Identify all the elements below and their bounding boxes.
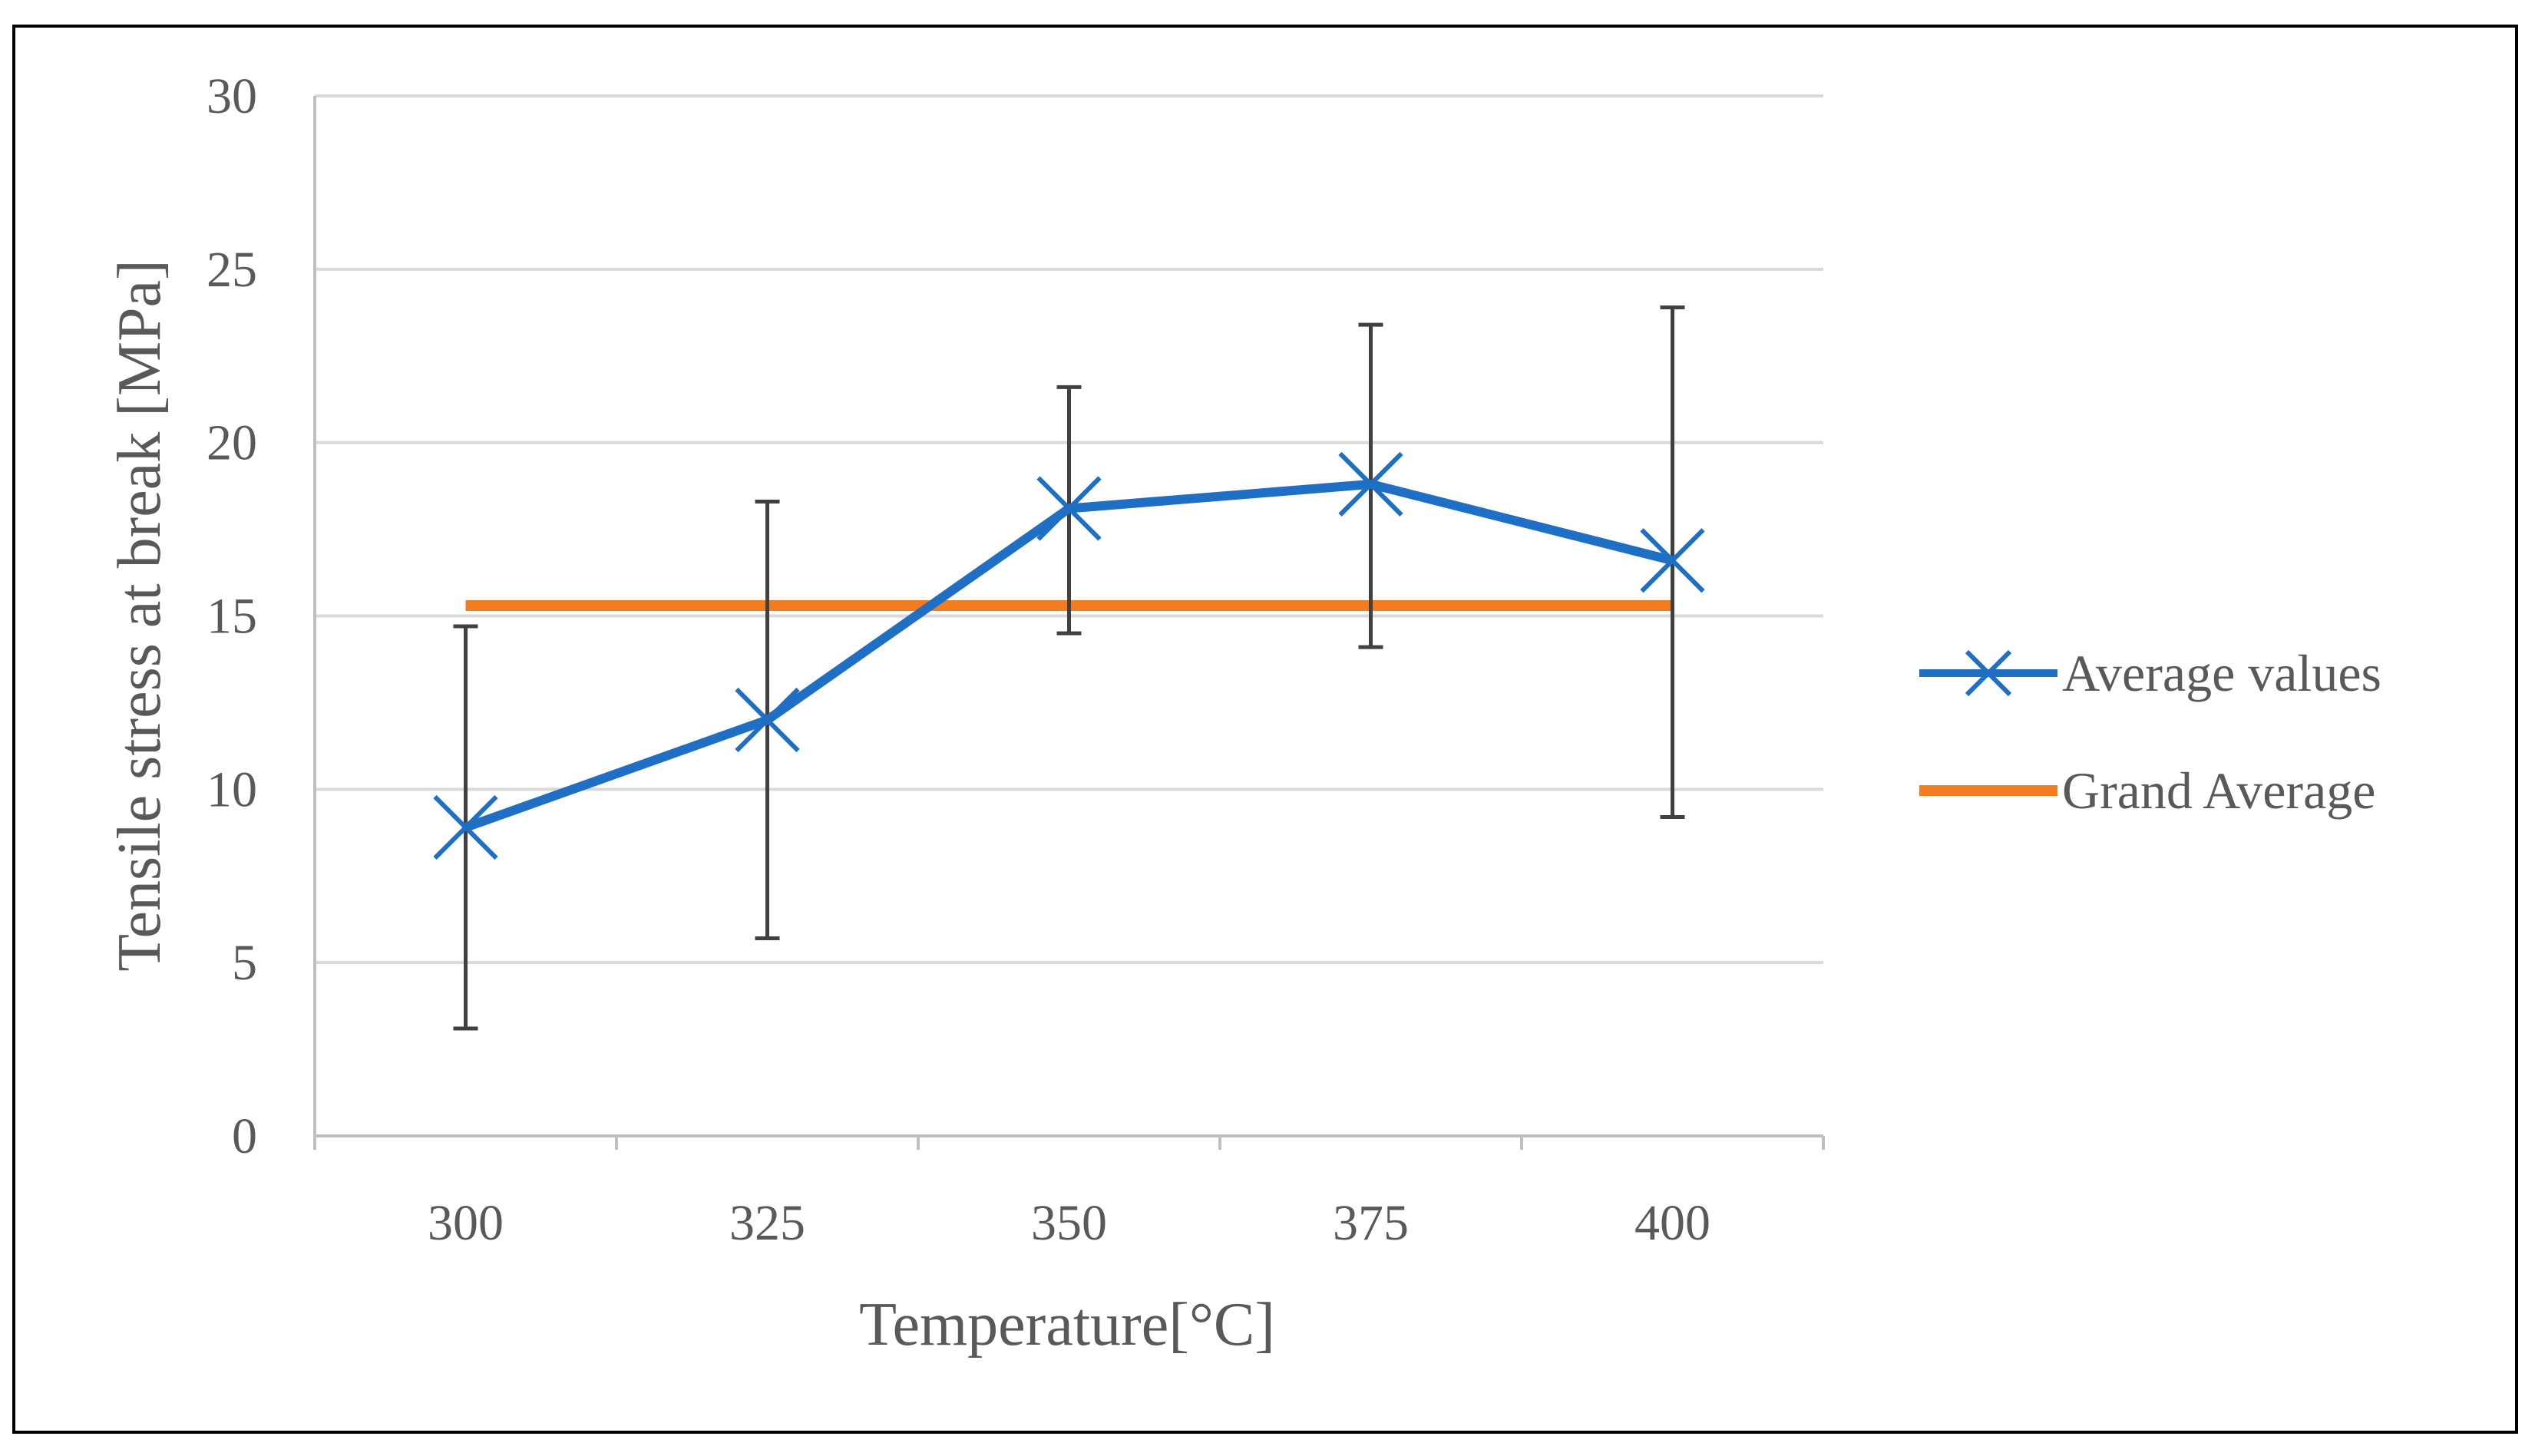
marker-stroke bbox=[735, 687, 800, 753]
data-point-325 bbox=[735, 687, 800, 753]
legend-x-marker bbox=[1965, 649, 2012, 697]
data-point-375 bbox=[1338, 451, 1403, 517]
error-bars bbox=[453, 305, 1685, 1031]
y-tick-label-30: 30 bbox=[207, 68, 257, 124]
y-tick-label-15: 15 bbox=[207, 589, 257, 645]
legend-marker-x bbox=[1965, 649, 2012, 697]
average-values-series bbox=[433, 451, 1705, 860]
marker-stroke bbox=[1338, 451, 1403, 517]
y-tick-label-0: 0 bbox=[232, 1108, 257, 1164]
x-tick-label-325: 325 bbox=[729, 1195, 805, 1251]
y-tick-label-5: 5 bbox=[232, 935, 257, 991]
marker-stroke bbox=[1965, 649, 2012, 697]
legend-label-grand-average: Grand Average bbox=[2062, 761, 2375, 820]
data-point-350 bbox=[1036, 476, 1102, 541]
legend: Average values Grand Average bbox=[1919, 644, 2381, 820]
y-axis-title: Tensile stress at break [MPa] bbox=[106, 259, 174, 971]
data-point-300 bbox=[433, 794, 498, 860]
x-tick-labels: 300 325 350 375 400 bbox=[428, 1195, 1710, 1251]
x-tick-label-350: 350 bbox=[1031, 1195, 1107, 1251]
y-tick-label-20: 20 bbox=[207, 415, 257, 471]
marker-stroke bbox=[1036, 476, 1102, 541]
y-tick-labels: 0 5 10 15 20 25 30 bbox=[207, 68, 257, 1164]
marker-stroke bbox=[433, 794, 498, 860]
x-axis-title: Temperature[°C] bbox=[859, 1291, 1275, 1359]
x-tick-label-375: 375 bbox=[1333, 1195, 1409, 1251]
legend-label-average-values: Average values bbox=[2062, 644, 2381, 702]
y-tick-label-25: 25 bbox=[207, 242, 257, 298]
x-tick-label-300: 300 bbox=[428, 1195, 504, 1251]
axes bbox=[313, 96, 1825, 1150]
y-tick-label-10: 10 bbox=[207, 761, 257, 817]
marker-stroke bbox=[1640, 528, 1705, 593]
chart-frame bbox=[12, 25, 2518, 1434]
x-tick-label-400: 400 bbox=[1634, 1195, 1710, 1251]
data-point-400 bbox=[1640, 528, 1705, 593]
